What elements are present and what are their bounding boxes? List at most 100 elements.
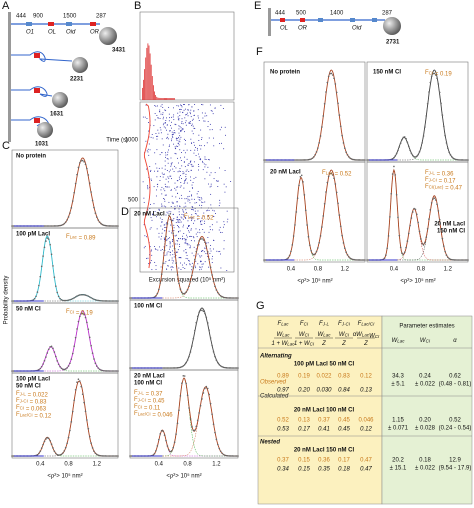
scatter-dot bbox=[176, 139, 178, 141]
scatter-dot bbox=[150, 260, 152, 261]
data-point bbox=[334, 183, 337, 185]
data-point bbox=[159, 282, 162, 284]
scatter-dot bbox=[220, 231, 221, 233]
data-point bbox=[111, 455, 114, 457]
data-point bbox=[101, 455, 104, 457]
scatter-dot bbox=[200, 266, 202, 268]
data-point bbox=[438, 218, 441, 221]
scatter-dot bbox=[185, 179, 187, 181]
scatter-dot bbox=[189, 199, 191, 201]
data-point bbox=[79, 380, 81, 382]
data-point bbox=[73, 297, 75, 299]
data-point bbox=[333, 177, 335, 180]
data-point bbox=[331, 174, 334, 176]
scatter-dot bbox=[201, 201, 203, 203]
section-name: Alternating bbox=[259, 354, 292, 360]
scatter-dot bbox=[188, 231, 190, 233]
scatter-dot bbox=[155, 163, 157, 165]
data-point bbox=[96, 453, 98, 456]
scatter-dot bbox=[165, 120, 167, 121]
scatter-dot bbox=[216, 180, 218, 182]
scatter-dot bbox=[166, 124, 168, 126]
scatter-dot bbox=[165, 127, 166, 129]
scatter-dot bbox=[155, 133, 157, 134]
scatter-dot bbox=[193, 110, 194, 112]
data-point bbox=[181, 291, 183, 294]
scatter-dot bbox=[178, 219, 180, 220]
scatter-dot bbox=[178, 128, 180, 130]
data-point bbox=[314, 153, 316, 156]
scatter-dot bbox=[177, 201, 178, 203]
scatter-dot bbox=[178, 125, 180, 127]
scatter-dot bbox=[168, 201, 170, 203]
scatter-dot bbox=[165, 186, 167, 187]
scatter-dot bbox=[170, 175, 172, 177]
loop-size: 3431 bbox=[112, 48, 126, 54]
scatter-dot bbox=[174, 208, 176, 210]
data-point bbox=[327, 75, 330, 78]
scatter-dot bbox=[157, 117, 159, 119]
data-point bbox=[49, 243, 51, 246]
panel-letter: E bbox=[254, 0, 261, 12]
scatter-dot bbox=[198, 244, 200, 246]
column-header: FLac/CI bbox=[358, 321, 375, 327]
scatter-dot bbox=[189, 263, 191, 265]
op-blue bbox=[26, 22, 32, 26]
data-point bbox=[465, 159, 468, 161]
data-point bbox=[310, 249, 312, 252]
data-point bbox=[170, 367, 173, 369]
data-point bbox=[410, 152, 413, 155]
data-point bbox=[76, 295, 78, 297]
scatter-dot bbox=[154, 170, 155, 172]
data-point bbox=[353, 258, 356, 261]
scatter-dot bbox=[169, 169, 171, 171]
scatter-dot bbox=[211, 129, 213, 131]
data-point bbox=[195, 425, 198, 428]
data-point bbox=[421, 142, 424, 144]
scatter-dot bbox=[177, 192, 178, 194]
scatter-dot bbox=[203, 231, 205, 233]
scatter-dot bbox=[167, 181, 169, 183]
scatter-dot bbox=[204, 145, 206, 147]
scatter-dot bbox=[174, 146, 176, 148]
scatter-dot bbox=[178, 267, 180, 269]
data-point bbox=[188, 407, 190, 409]
data-point bbox=[303, 159, 306, 161]
scatter-dot bbox=[157, 105, 158, 107]
hist-bar bbox=[167, 98, 169, 100]
scatter-dot bbox=[181, 106, 183, 108]
calculated-value: 0.53 bbox=[277, 427, 289, 433]
scatter-dot bbox=[193, 178, 195, 180]
scatter-dot bbox=[146, 257, 147, 259]
scatter-dot bbox=[216, 221, 218, 223]
hist-bar bbox=[165, 97, 166, 100]
data-point bbox=[208, 393, 210, 396]
scatter-dot bbox=[175, 189, 177, 191]
scatter-dot bbox=[146, 118, 148, 119]
plot-frame bbox=[11, 149, 119, 229]
subscript: Lac/CI bbox=[361, 322, 375, 327]
scatter-dot bbox=[179, 197, 180, 199]
scatter-dot bbox=[190, 229, 192, 231]
scatter-dot bbox=[169, 254, 171, 256]
data-point bbox=[448, 257, 450, 260]
scatter-dot bbox=[210, 250, 212, 252]
data-point bbox=[114, 225, 116, 227]
scatter-dot bbox=[208, 231, 210, 233]
data-point bbox=[57, 363, 60, 366]
scatter-dot bbox=[183, 250, 185, 252]
scatter-dot bbox=[180, 257, 182, 259]
scatter-dot bbox=[175, 147, 177, 149]
segment-length: 1400 bbox=[330, 11, 344, 17]
scatter-dot bbox=[193, 222, 194, 224]
plot-frame bbox=[11, 227, 119, 304]
scatter-dot bbox=[169, 242, 171, 244]
text-part: = 0.52 bbox=[195, 215, 214, 221]
data-point bbox=[310, 158, 312, 160]
scatter-dot bbox=[173, 224, 175, 226]
data-point bbox=[100, 454, 102, 457]
column-header: FJ-CI bbox=[338, 321, 351, 327]
data-point bbox=[81, 312, 84, 315]
data-point bbox=[60, 453, 63, 456]
scatter-dot bbox=[191, 218, 193, 220]
